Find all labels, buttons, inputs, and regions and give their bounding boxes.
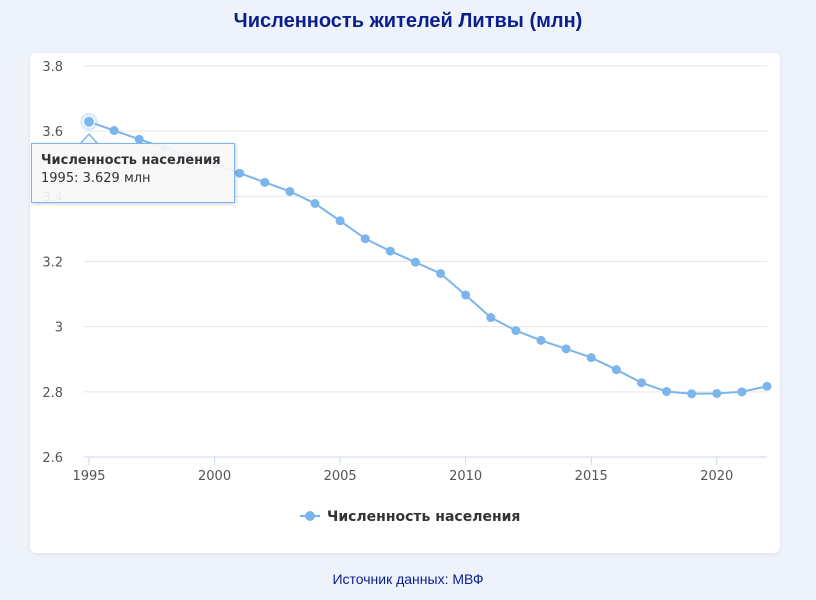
x-axis	[84, 456, 767, 465]
data-point[interactable]	[436, 269, 446, 279]
data-point[interactable]	[360, 234, 370, 244]
x-axis-labels: 1995 2000 2005 2010 2015 2020	[72, 469, 733, 484]
data-point[interactable]	[536, 335, 546, 345]
data-point[interactable]	[561, 344, 571, 354]
chart-card: 2.62.833.23.43.63.8 19952000200520102015…	[30, 53, 780, 553]
tooltip-value: 1995: 3.629 млн	[41, 171, 151, 186]
data-point[interactable]	[410, 257, 420, 267]
x-tick-label: 2010	[449, 469, 482, 484]
x-tick-label: 2020	[700, 469, 733, 484]
data-point[interactable]	[385, 246, 395, 256]
data-point[interactable]	[712, 388, 722, 398]
data-point[interactable]	[486, 313, 496, 323]
data-point[interactable]	[310, 199, 320, 209]
y-tick-label: 3.6	[42, 125, 63, 140]
chart-title: Численность жителей Литвы (млн)	[233, 10, 583, 32]
y-tick-label: 2.6	[42, 451, 63, 466]
data-point[interactable]	[285, 186, 295, 196]
data-point[interactable]	[762, 381, 772, 391]
y-tick-label: 3.2	[42, 256, 63, 271]
line-chart: 2.62.833.23.43.63.8 19952000200520102015…	[42, 60, 772, 525]
data-point[interactable]	[586, 353, 596, 363]
x-tick-label: 2015	[575, 469, 608, 484]
data-point[interactable]	[134, 134, 144, 144]
tooltip-arrow-fill	[81, 135, 97, 144]
legend-marker-icon	[305, 511, 315, 521]
data-point[interactable]	[335, 216, 345, 226]
data-point[interactable]	[235, 168, 245, 178]
y-tick-label: 2.8	[42, 386, 63, 401]
data-point[interactable]	[511, 326, 521, 336]
x-tick-label: 1995	[72, 469, 105, 484]
data-point[interactable]	[737, 387, 747, 397]
grid-lines	[84, 65, 767, 393]
data-point[interactable]	[83, 115, 95, 128]
data-point[interactable]	[636, 378, 646, 388]
data-point[interactable]	[662, 387, 672, 397]
data-point[interactable]	[687, 389, 697, 399]
data-point[interactable]	[260, 177, 270, 187]
data-point[interactable]	[611, 365, 621, 375]
y-axis-labels: 2.62.833.23.43.63.8	[42, 60, 63, 466]
x-tick-label: 2005	[324, 469, 357, 484]
tooltip-title: Численность населения	[41, 153, 221, 168]
data-source: Источник данных: МВФ	[332, 571, 484, 587]
data-point[interactable]	[109, 126, 119, 136]
y-tick-label: 3	[55, 321, 63, 336]
legend-label[interactable]: Численность населения	[327, 509, 520, 525]
data-point[interactable]	[461, 290, 471, 300]
y-tick-label: 3.8	[42, 60, 63, 75]
legend[interactable]: Численность населения	[300, 509, 520, 525]
x-tick-label: 2000	[198, 469, 231, 484]
data-tooltip: Численность населения 1995: 3.629 млн	[31, 143, 235, 203]
